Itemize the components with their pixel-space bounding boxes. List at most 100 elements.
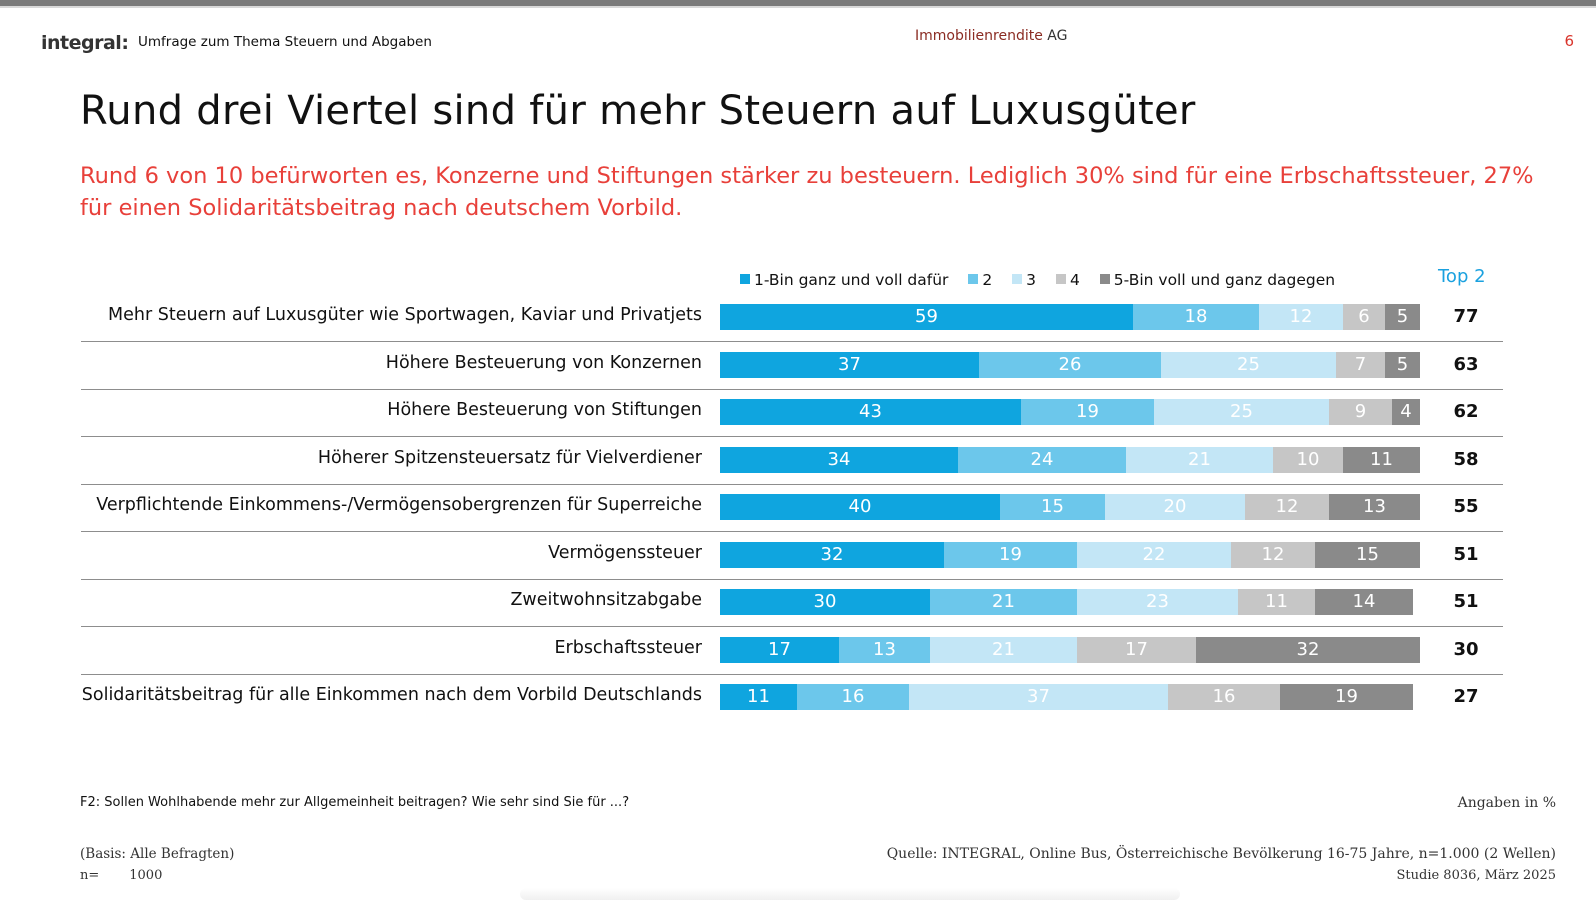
legend-label-3: 3	[1026, 270, 1037, 289]
basis-note: (Basis: Alle Befragten)	[80, 846, 235, 862]
bar-segment: 16	[797, 684, 909, 710]
legend-swatch-1	[740, 273, 750, 284]
legend-item-2: 2	[968, 271, 992, 289]
row-label: Solidaritätsbeitrag für alle Einkommen n…	[81, 685, 702, 705]
bar-segment: 6	[1343, 304, 1385, 330]
bar-segment: 26	[979, 351, 1161, 378]
bar-segment: 7	[1336, 351, 1385, 378]
legend-swatch-5	[1099, 273, 1110, 284]
bar-segment: 21	[930, 636, 1077, 663]
page-title: Rund drei Viertel sind für mehr Steuern …	[80, 88, 1196, 134]
sample-size: n= 1000	[80, 868, 162, 883]
legend-swatch-2	[968, 273, 979, 284]
sample-size-label: n=	[80, 868, 100, 883]
top-border	[0, 0, 1596, 6]
legend-swatch-4	[1055, 273, 1066, 284]
row-separator	[81, 436, 1503, 437]
row-label: Zweitwohnsitzabgabe	[510, 590, 702, 610]
survey-title: Umfrage zum Thema Steuern und Abgaben	[138, 34, 432, 50]
bar-segment: 34	[720, 446, 958, 473]
sample-size-value: 1000	[129, 868, 163, 883]
row-separator	[81, 388, 1503, 390]
bar-segment: 21	[1126, 446, 1273, 473]
bar-segment: 40	[720, 494, 1000, 520]
bar-segment: 16	[1168, 684, 1280, 710]
bar-segment: 37	[909, 684, 1168, 710]
legend-label-2: 2	[982, 270, 993, 289]
bar-segment: 14	[1315, 589, 1413, 615]
chart-legend: 1-Bin ganz und voll dafür 2 3 4 5-Bin vo…	[740, 270, 1350, 290]
bar-segment: 11	[1238, 589, 1315, 615]
top2-value: 51	[1453, 543, 1479, 565]
bar-segment: 12	[1259, 304, 1343, 330]
row-label: Erbschaftssteuer	[554, 637, 702, 658]
integral-logo: integral:	[41, 32, 129, 54]
row-label: Höhere Besteuerung von Stiftungen	[387, 400, 702, 420]
legend-item-3: 3	[1012, 271, 1036, 289]
bar-segment: 20	[1105, 494, 1245, 520]
bar-segment: 19	[944, 541, 1077, 568]
bar-segment: 11	[1343, 446, 1420, 473]
row-label: Mehr Steuern auf Luxusgüter wie Sportwag…	[108, 305, 702, 325]
bottom-shadow	[520, 888, 1180, 900]
bar-segment: 19	[1280, 684, 1413, 710]
bar-segment: 23	[1077, 589, 1238, 615]
top2-value: 62	[1453, 401, 1479, 422]
bar-segment: 4	[1392, 399, 1420, 425]
legend-label-1: 1-Bin ganz und voll dafür	[754, 270, 949, 289]
bar-segment: 13	[839, 636, 930, 663]
client-name-main: Immobilienrendite	[915, 28, 1043, 44]
row-separator	[81, 531, 1503, 532]
legend-item-5: 5-Bin voll und ganz dagegen	[1099, 270, 1336, 289]
bar-segment: 12	[1231, 541, 1315, 568]
page-number: 6	[1564, 32, 1574, 50]
row-label: Höherer Spitzensteuersatz für Vielverdie…	[317, 447, 702, 468]
client-name: Immobilienrendite AG	[915, 28, 1067, 44]
row-label: Verpflichtende Einkommens-/Vermögensober…	[96, 495, 702, 515]
top-border-shadow	[0, 6, 1596, 8]
top2-value: 63	[1453, 353, 1479, 375]
source-note: Quelle: INTEGRAL, Online Bus, Österreich…	[886, 846, 1556, 862]
bar-segment: 17	[720, 636, 839, 663]
row-separator	[81, 483, 1503, 485]
row-separator	[81, 626, 1503, 627]
legend-label-5: 5-Bin voll und ganz dagegen	[1113, 270, 1336, 289]
top2-value: 30	[1453, 638, 1479, 660]
bar-segment: 25	[1161, 351, 1336, 378]
top2-value: 51	[1453, 591, 1479, 612]
legend-item-4: 4	[1055, 271, 1080, 289]
bar-segment: 24	[958, 446, 1126, 473]
bar-segment: 32	[720, 541, 944, 568]
bar-segment: 12	[1245, 494, 1329, 520]
bar-segment: 10	[1273, 446, 1343, 473]
bar-segment: 11	[720, 684, 797, 710]
row-label: Vermögenssteuer	[548, 542, 702, 563]
page-subtitle: Rund 6 von 10 befürworten es, Konzerne u…	[80, 163, 1534, 221]
bar-segment: 5	[1385, 304, 1420, 330]
top2-header: Top 2	[1438, 266, 1486, 287]
bar-segment: 21	[930, 589, 1077, 615]
bar-segment: 59	[720, 304, 1133, 330]
unit-note: Angaben in %	[1457, 795, 1556, 811]
bar-segment: 15	[1315, 541, 1420, 568]
bar-segment: 15	[1000, 494, 1105, 520]
bar-segment: 5	[1385, 351, 1420, 378]
bar-segment: 32	[1196, 636, 1420, 663]
bar-segment: 22	[1077, 541, 1231, 568]
top2-value: 58	[1453, 448, 1479, 470]
bar-segment: 9	[1329, 399, 1392, 425]
bar-segment: 17	[1077, 636, 1196, 663]
top2-value: 55	[1453, 496, 1479, 517]
top2-value: 77	[1453, 306, 1479, 327]
client-name-suffix: AG	[1047, 28, 1068, 44]
row-separator	[81, 578, 1503, 580]
study-note: Studie 8036, März 2025	[1396, 868, 1557, 883]
bar-segment: 37	[720, 351, 979, 378]
top2-value: 27	[1453, 686, 1479, 707]
legend-item-1: 1-Bin ganz und voll dafür	[740, 271, 948, 289]
bar-segment: 30	[720, 589, 930, 615]
bar-segment: 19	[1021, 399, 1154, 425]
row-separator	[81, 673, 1503, 675]
bar-segment: 25	[1154, 399, 1329, 425]
